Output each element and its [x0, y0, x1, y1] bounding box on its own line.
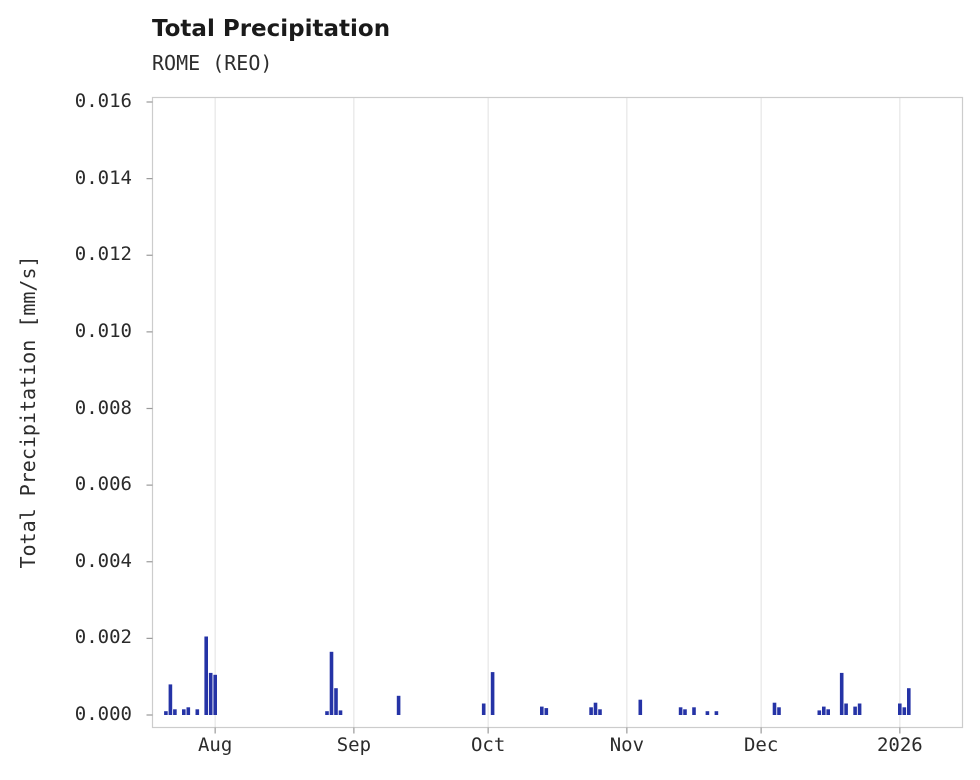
precip-bar: [186, 707, 191, 715]
precip-bar: [213, 674, 217, 715]
precip-bar: [329, 651, 334, 715]
precip-bar: [898, 703, 902, 715]
precip-bar: [817, 710, 822, 715]
precip-bar: [853, 706, 857, 715]
y-tick-label: 0.000: [74, 703, 132, 725]
precip-bar: [338, 710, 343, 715]
precip-bar: [481, 703, 486, 715]
precip-bar: [396, 695, 401, 715]
precip-bar: [490, 672, 495, 715]
precip-bar: [683, 709, 687, 715]
precip-bar: [164, 711, 168, 715]
x-tick-label: Sep: [336, 734, 372, 756]
precip-bar: [844, 703, 848, 715]
y-tick-label: 0.014: [74, 166, 132, 189]
precip-bar: [678, 707, 683, 715]
precip-bar: [334, 688, 338, 715]
chart-subtitle: ROME (REO): [152, 51, 273, 75]
y-tick-label: 0.008: [74, 396, 132, 419]
precip-bar: [208, 672, 213, 715]
precip-bar: [204, 636, 208, 715]
precip-bar: [822, 706, 826, 715]
chart-title: Total Precipitation: [152, 16, 391, 42]
precip-bar: [540, 706, 544, 715]
y-tick-label: 0.010: [74, 319, 132, 342]
precip-bar: [173, 709, 177, 715]
precip-bar: [692, 707, 696, 715]
plot-frame: [151, 96, 964, 729]
x-tick-label: Dec: [743, 734, 779, 756]
precip-bar: [826, 709, 830, 715]
x-tick-label: Oct: [470, 734, 506, 756]
x-tick-label: Aug: [197, 734, 233, 756]
y-tick-label: 0.002: [74, 626, 132, 649]
y-tick-label: 0.012: [74, 243, 132, 266]
precip-bar: [593, 702, 598, 715]
y-tick-label: 0.006: [74, 473, 132, 496]
x-tick-label: Nov: [609, 734, 645, 756]
precip-bar: [598, 709, 602, 715]
y-tick-label: 0.004: [74, 549, 132, 572]
x-tick-label: 2026: [876, 734, 923, 756]
precip-bar: [907, 688, 911, 715]
precip-bar: [857, 703, 862, 715]
y-tick-label: 0.016: [74, 90, 132, 112]
precip-bar: [772, 702, 777, 715]
precip-bar: [839, 672, 844, 715]
precip-bar: [589, 707, 593, 715]
precip-bar: [182, 709, 186, 715]
precip-bar: [902, 707, 907, 715]
precip-bar: [325, 711, 329, 715]
precip-bar: [544, 708, 549, 715]
precip-bar: [195, 709, 200, 715]
precip-bar: [714, 711, 719, 715]
precip-bar: [705, 711, 710, 715]
precip-bar: [638, 699, 643, 715]
precip-bar: [777, 707, 781, 715]
precip-bar: [168, 684, 173, 715]
